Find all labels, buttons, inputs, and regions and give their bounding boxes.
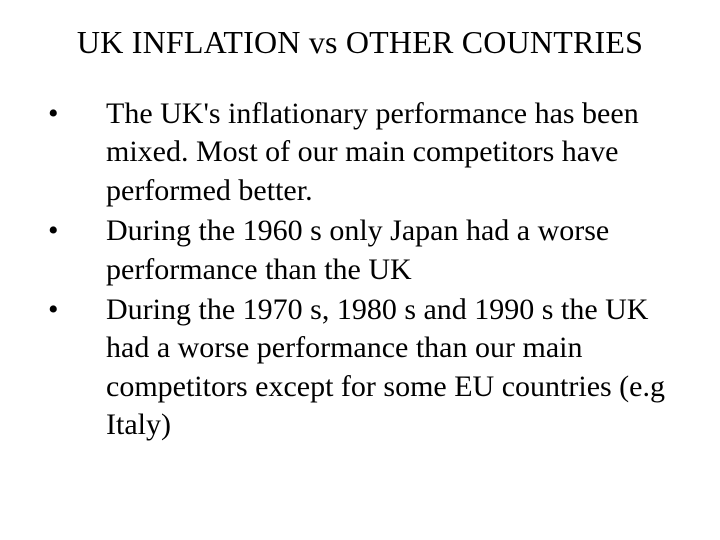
- slide: UK INFLATION vs OTHER COUNTRIES • The UK…: [0, 0, 720, 540]
- list-item: • During the 1970 s, 1980 s and 1990 s t…: [44, 291, 676, 445]
- bullet-icon: •: [44, 291, 106, 329]
- bullet-icon: •: [44, 95, 106, 133]
- bullet-text: During the 1970 s, 1980 s and 1990 s the…: [106, 291, 676, 445]
- bullet-text: During the 1960 s only Japan had a worse…: [106, 212, 676, 289]
- bullet-text: The UK's inflationary performance has be…: [106, 95, 676, 210]
- list-item: • The UK's inflationary performance has …: [44, 95, 676, 210]
- bullet-list: • The UK's inflationary performance has …: [44, 95, 676, 445]
- page-title: UK INFLATION vs OTHER COUNTRIES: [44, 24, 676, 61]
- bullet-icon: •: [44, 212, 106, 250]
- list-item: • During the 1960 s only Japan had a wor…: [44, 212, 676, 289]
